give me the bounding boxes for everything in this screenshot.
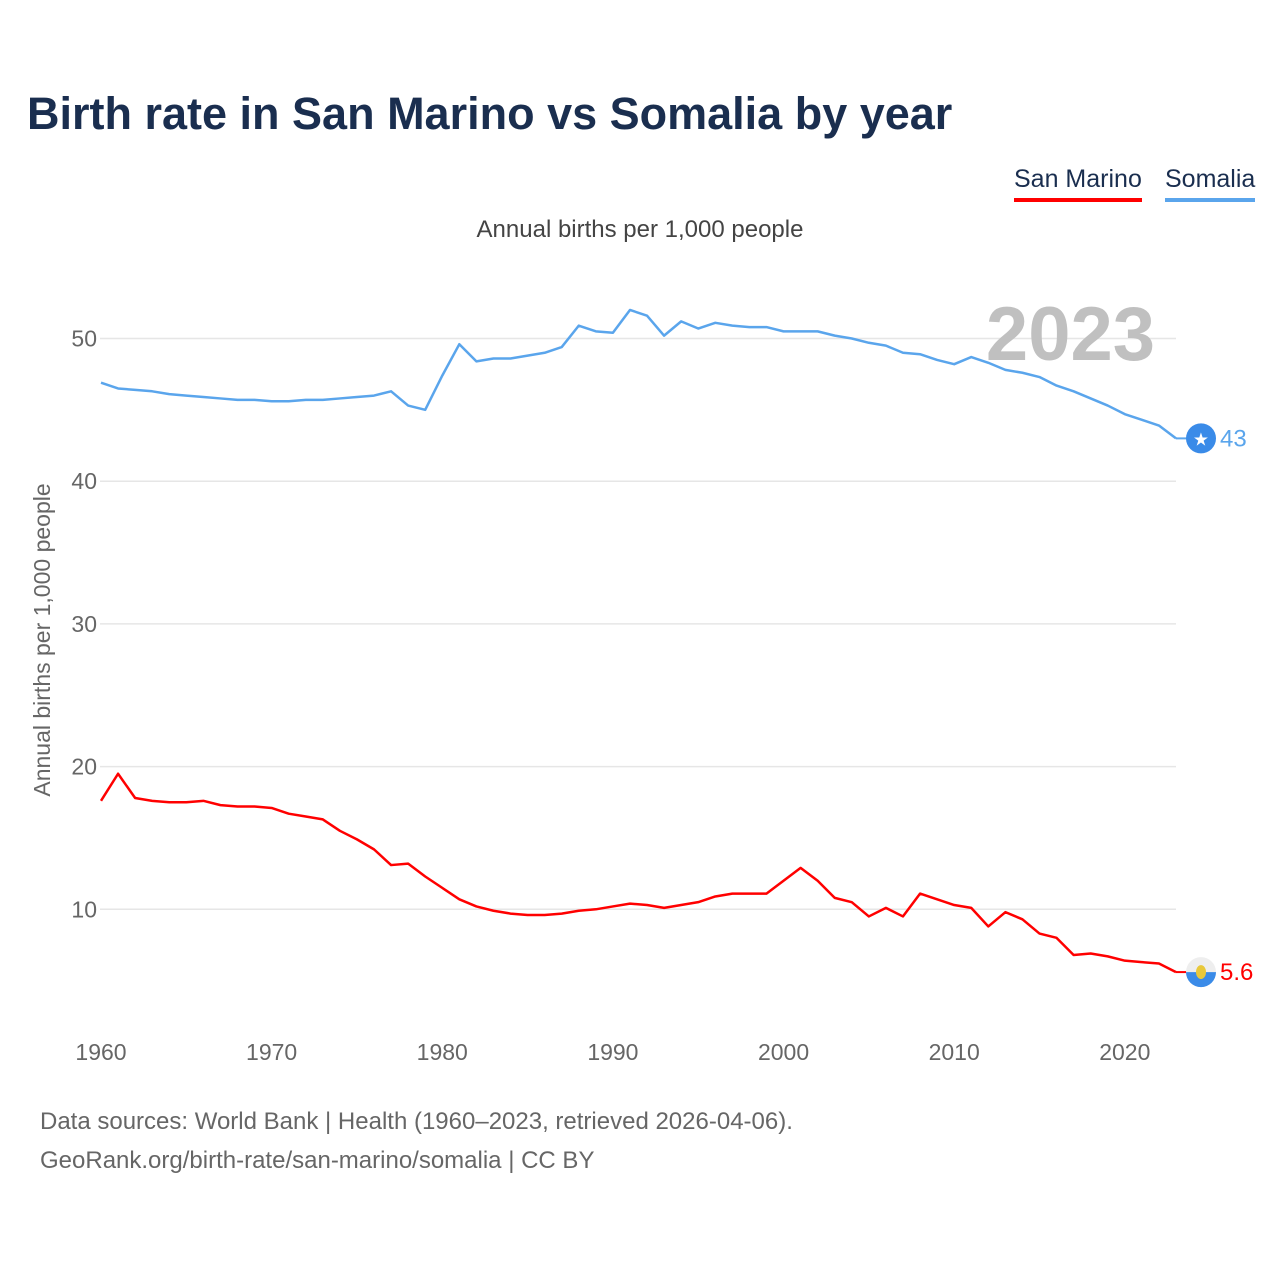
somalia-flag-icon	[1186, 423, 1216, 454]
year-watermark: 2023	[986, 292, 1155, 377]
flag-emblem-icon	[1196, 965, 1206, 980]
flag-lower-half	[1186, 972, 1216, 988]
y-axis-label: Annual births per 1,000 people	[29, 483, 55, 796]
y-tick-label: 50	[71, 326, 97, 352]
chart-subtitle: Annual births per 1,000 people	[476, 216, 804, 243]
x-tick-label: 1980	[417, 1039, 468, 1065]
x-tick-label: 1970	[246, 1039, 297, 1065]
source-note: Data sources: World Bank | Health (1960–…	[40, 1108, 793, 1135]
series-line-san-marino	[99, 772, 1177, 974]
source-url[interactable]: GeoRank.org/birth-rate/san-marino/somali…	[40, 1147, 595, 1174]
x-tick-label: 1990	[587, 1039, 638, 1065]
star-icon: ★	[1193, 429, 1209, 449]
end-value-label: 5.6	[1220, 959, 1253, 986]
x-tick-label: 2020	[1099, 1039, 1150, 1065]
x-tick-label: 2000	[758, 1039, 809, 1065]
y-tick-label: 40	[71, 468, 97, 494]
y-tick-label: 30	[71, 611, 97, 637]
y-tick-label: 20	[71, 754, 97, 780]
y-tick-label: 10	[71, 896, 97, 922]
end-value-label: 43	[1220, 425, 1247, 452]
chart-title: Birth rate in San Marino vs Somalia by y…	[27, 88, 953, 139]
legend-san-marino[interactable]: San Marino	[1014, 165, 1142, 202]
x-tick-label: 2010	[929, 1039, 980, 1065]
series-line-somalia	[100, 308, 1177, 440]
legend-somalia[interactable]: Somalia	[1165, 165, 1256, 202]
x-tick-label: 1960	[75, 1039, 126, 1065]
